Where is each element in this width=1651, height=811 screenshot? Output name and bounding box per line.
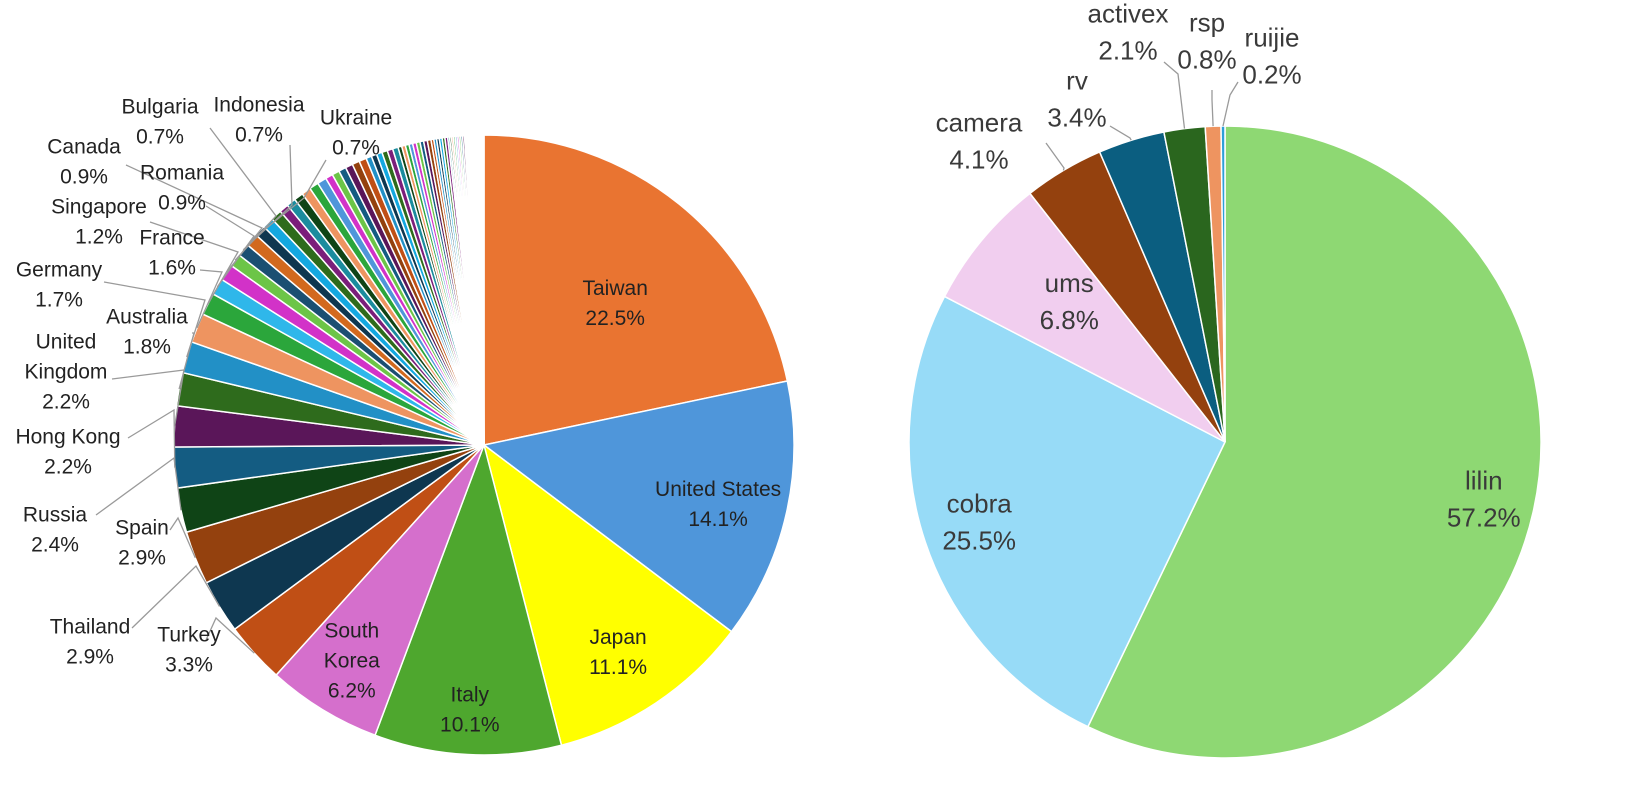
right-category-label-rv: rv (1066, 65, 1088, 95)
left-leader-turkey (205, 616, 255, 654)
left-value-label-south-korea: 6.2% (328, 680, 376, 703)
right-value-label-activex: 2.1% (1098, 35, 1157, 65)
right-leader-activex (1163, 61, 1186, 129)
left-value-label-russia: 2.4% (31, 534, 79, 557)
left-value-label-indonesia: 0.7% (235, 124, 283, 147)
right-value-label-rsp: 0.8% (1177, 44, 1236, 74)
left-category-label-spain: Spain (115, 517, 169, 540)
left-value-label-canada: 0.9% (60, 166, 108, 189)
right-category-label-lilin: lilin (1465, 465, 1503, 495)
left-leader-spain (169, 516, 196, 559)
right-leader-rv (1109, 125, 1132, 141)
left-category-label-thailand: Thailand (50, 616, 131, 639)
left-category-label-united-kingdom: Kingdom (25, 361, 108, 384)
left-value-label-turkey: 3.3% (165, 654, 213, 677)
left-category-label-hong-kong: Hong Kong (15, 426, 120, 449)
left-category-label-russia: Russia (23, 504, 88, 527)
left-category-label-japan: Japan (589, 626, 646, 649)
left-leader-thailand (131, 564, 221, 629)
left-slice-united-states (482, 380, 795, 633)
left-value-label-ukraine: 0.7% (332, 137, 380, 160)
left-leader-romania (205, 205, 255, 288)
left-category-label-ukraine: Ukraine (320, 107, 392, 130)
left-slice-japan (482, 443, 733, 747)
left-value-label-taiwan: 22.5% (585, 307, 645, 330)
left-value-label-italy: 10.1% (440, 714, 500, 737)
right-category-label-rsp: rsp (1189, 7, 1225, 37)
right-leader-ruijie (1222, 81, 1239, 127)
left-value-label-france: 1.6% (148, 257, 196, 280)
left-leader-indonesia (242, 144, 293, 251)
left-category-label-bulgaria: Bulgaria (121, 96, 198, 119)
left-leader-hong-kong (127, 408, 176, 468)
left-value-label-bulgaria: 0.7% (136, 126, 184, 149)
left-category-label-romania: Romania (140, 162, 224, 185)
left-value-label-united-kingdom: 2.2% (42, 391, 90, 414)
right-slice-cobra (908, 295, 1226, 728)
right-value-label-rv: 3.4% (1047, 102, 1106, 132)
left-category-label-united-states: United States (655, 478, 781, 501)
left-category-label-germany: Germany (16, 259, 103, 282)
left-slice-italy (374, 442, 563, 756)
left-category-label-singapore: Singapore (51, 196, 147, 219)
left-category-label-taiwan: Taiwan (583, 277, 648, 300)
left-category-label-indonesia: Indonesia (213, 94, 304, 117)
left-value-label-japan: 11.1% (589, 656, 647, 679)
right-slice-ruijie (1220, 125, 1226, 443)
left-category-label-south-korea: Korea (324, 650, 380, 673)
right-category-label-cobra: cobra (947, 488, 1013, 518)
left-leader-france (196, 269, 223, 329)
right-slice-lilin (1086, 125, 1542, 759)
left-value-label-romania: 0.9% (158, 192, 206, 215)
right-leader-rsp (1211, 90, 1214, 127)
left-value-label-singapore: 1.2% (75, 226, 123, 249)
left-category-label-australia: Australia (106, 306, 188, 329)
left-value-label-australia: 1.8% (123, 336, 171, 359)
left-value-label-thailand: 2.9% (66, 646, 114, 669)
left-slice-taiwan (483, 134, 789, 446)
left-category-label-canada: Canada (47, 136, 121, 159)
left-category-label-turkey: Turkey (157, 624, 221, 647)
left-value-label-hong-kong: 2.2% (44, 456, 92, 479)
left-category-label-south-korea: South (324, 620, 379, 643)
right-value-label-lilin: 57.2% (1447, 502, 1521, 532)
left-slice-minor-62 (482, 134, 485, 446)
right-pie-chart: lilin 57.2% cobra 25.5% ums 6.8% camera 4.1% rv 3… (908, 0, 1542, 759)
right-category-label-activex: activex (1088, 0, 1169, 28)
right-value-label-cobra: 25.5% (942, 525, 1016, 555)
left-pie-chart: Taiwan 22.5% United States 14.1% Japan 11.1% I… (15, 94, 795, 756)
right-value-label-camera: 4.1% (949, 144, 1008, 174)
left-value-label-spain: 2.9% (118, 547, 166, 570)
left-category-label-france: France (139, 227, 204, 250)
left-value-label-united-states: 14.1% (688, 508, 748, 531)
left-category-label-united-kingdom: United (36, 331, 97, 354)
left-value-label-germany: 1.7% (35, 289, 83, 312)
left-leader-united-kingdom (111, 369, 185, 427)
right-slice-ums (943, 192, 1226, 443)
left-leader-russia (95, 456, 182, 516)
right-category-label-ruijie: ruijie (1245, 22, 1300, 52)
right-value-label-ruijie: 0.2% (1242, 59, 1301, 89)
right-category-label-camera: camera (936, 107, 1023, 137)
right-value-label-ums: 6.8% (1040, 305, 1099, 335)
right-leader-camera (1045, 142, 1065, 171)
left-category-label-italy: Italy (451, 684, 490, 707)
left-leader-germany (103, 281, 206, 358)
right-category-label-ums: ums (1045, 268, 1094, 298)
left-leader-ukraine (251, 159, 327, 241)
